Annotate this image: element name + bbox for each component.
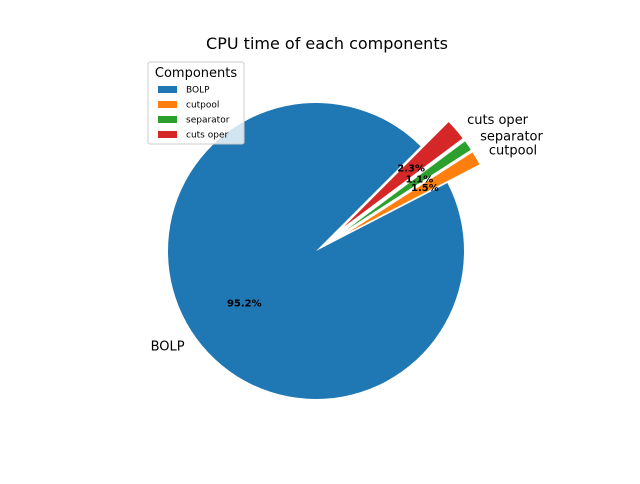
legend-title: Components [155, 66, 237, 81]
pie-slice-separator [346, 141, 471, 230]
pie-slice-cuts-oper [343, 122, 463, 227]
legend-label-separator: separator [186, 116, 230, 126]
legend-label-bolp: BOLP [186, 86, 210, 96]
pie-slice-bolp [168, 103, 465, 400]
legend-swatch-cutpool [158, 101, 177, 108]
pct-label-cuts-oper: 2.3% [397, 164, 425, 175]
pct-label-separator: 1.1% [405, 174, 433, 185]
slice-label-cutpool: cutpool [489, 143, 537, 158]
legend-frame [147, 61, 245, 145]
legend-entries: BOLP cutpool separator cuts oper [158, 86, 230, 141]
legend: Components BOLP cutpool separator cuts oper [147, 61, 245, 145]
pie-slice-cutpool [348, 152, 480, 233]
pct-label-bolp: 95.2% [227, 298, 262, 309]
percentage-labels: 95.2% 1.5%1.1%2.3% [227, 164, 439, 310]
pie-slices [168, 103, 480, 400]
legend-swatch-separator [158, 116, 177, 123]
slice-label-bolp: BOLP [151, 340, 185, 355]
legend-swatch-cuts-oper [158, 131, 177, 138]
slice-label-separator: separator [480, 130, 543, 145]
pct-label-cutpool: 1.5% [411, 183, 439, 194]
legend-label-cuts-oper: cuts oper [186, 131, 228, 141]
chart-title: CPU time of each components [206, 34, 448, 53]
legend-label-cutpool: cutpool [186, 101, 219, 111]
slice-label-cuts-oper: cuts oper [467, 113, 529, 128]
legend-swatch-bolp [158, 86, 177, 93]
